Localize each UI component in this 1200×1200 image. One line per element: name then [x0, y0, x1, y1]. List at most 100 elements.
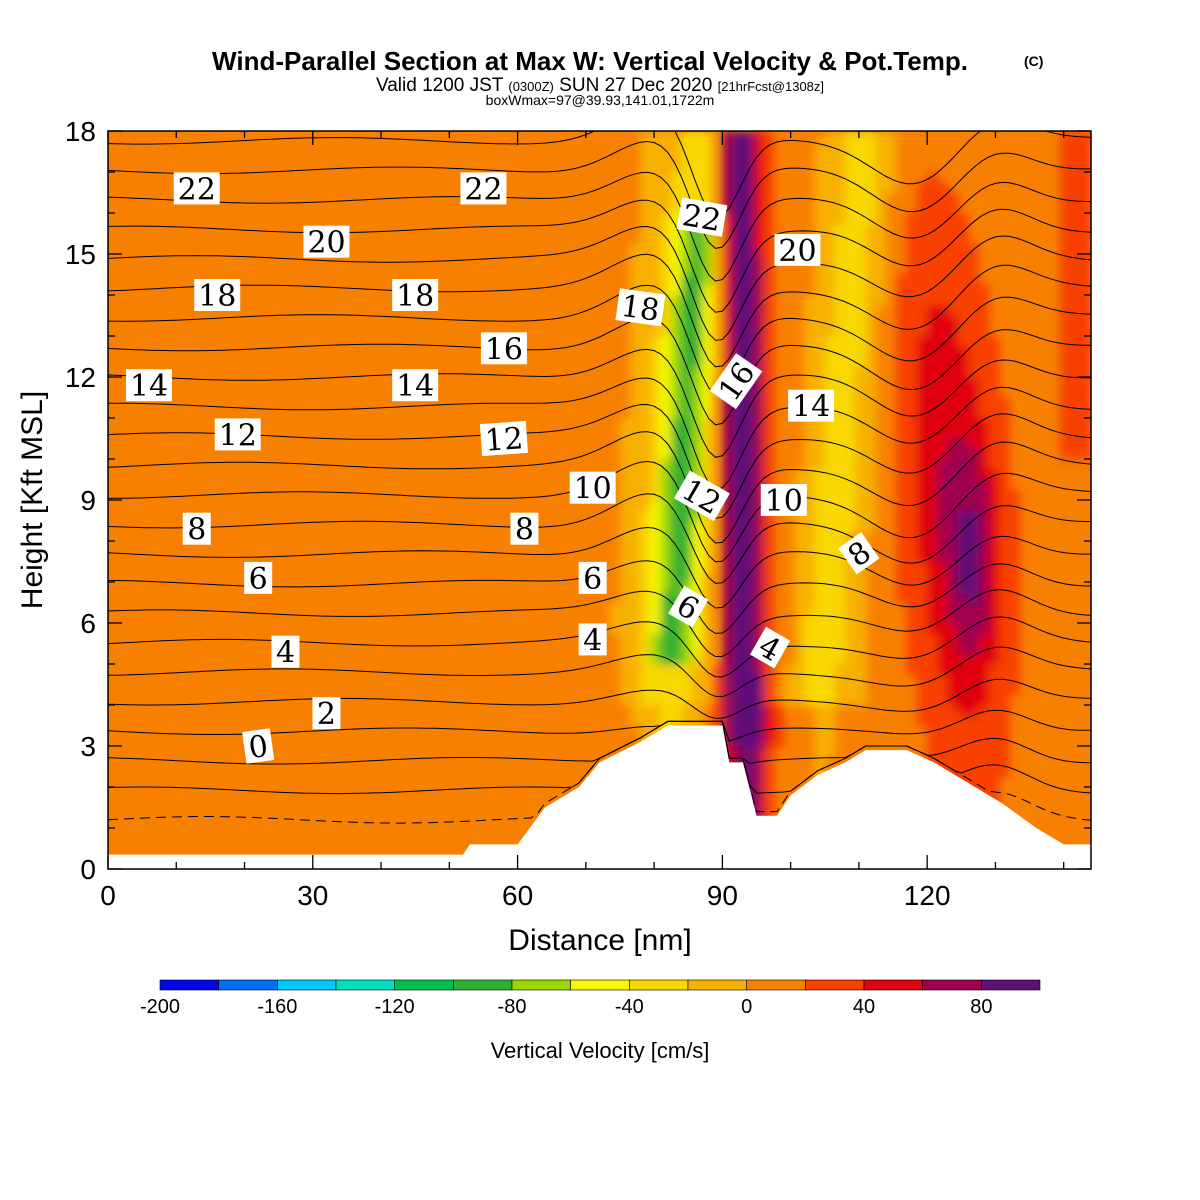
- field-cell: [865, 387, 877, 399]
- field-cell: [814, 459, 826, 470]
- field-cell: [865, 202, 877, 214]
- field-cell: [1070, 264, 1082, 276]
- field-cell: [701, 561, 713, 573]
- field-cell: [763, 715, 775, 727]
- field-cell: [927, 192, 939, 204]
- field-cell: [855, 407, 867, 419]
- field-cell: [835, 141, 846, 153]
- field-cell: [712, 325, 723, 337]
- field-cell: [681, 284, 693, 296]
- field-cell: [712, 305, 723, 317]
- y-axis-label: Height [Kft MSL]: [16, 391, 49, 609]
- field-cell: [906, 223, 918, 235]
- field-cell: [835, 346, 846, 358]
- contour-label-box: [578, 561, 607, 594]
- field-cell: [804, 428, 816, 440]
- field-cell: [988, 459, 1000, 470]
- field-cell: [968, 346, 979, 358]
- field-cell: [1070, 356, 1082, 368]
- field-cell: [927, 479, 939, 491]
- field-cell: [927, 715, 939, 727]
- field-cell: [732, 623, 744, 634]
- field-cell: [701, 284, 713, 296]
- field-cell: [998, 602, 1010, 614]
- field-cell: [968, 469, 979, 481]
- field-cell: [927, 202, 939, 214]
- field-cell: [722, 520, 734, 532]
- field-cell: [978, 541, 990, 552]
- field-cell: [978, 561, 990, 573]
- field-cell: [824, 561, 836, 573]
- field-cell: [660, 541, 672, 552]
- field-cell: [742, 551, 754, 563]
- field-cell: [906, 459, 918, 470]
- field-cell: [957, 715, 969, 727]
- field-cell: [630, 407, 642, 419]
- field-cell: [804, 694, 816, 706]
- field-cell: [722, 254, 734, 265]
- field-cell: [916, 356, 928, 368]
- field-cell: [988, 715, 1000, 727]
- field-cell: [947, 202, 959, 214]
- field-cell: [927, 336, 939, 347]
- field-cell: [968, 561, 979, 573]
- field-cell: [753, 161, 764, 173]
- field-cell: [814, 500, 826, 511]
- field-cell: [824, 541, 836, 552]
- field-cell: [998, 746, 1010, 757]
- field-cell: [865, 469, 877, 481]
- field-cell: [701, 387, 713, 399]
- field-cell: [804, 305, 816, 317]
- field-cell: [671, 172, 683, 183]
- field-cell: [968, 571, 979, 583]
- field-cell: [947, 530, 959, 542]
- field-cell: [957, 746, 969, 757]
- field-cell: [630, 674, 642, 686]
- field-cell: [947, 213, 959, 224]
- field-cell: [927, 489, 939, 501]
- field-cell: [660, 141, 672, 153]
- field-cell: [763, 541, 775, 552]
- field-cell: [855, 684, 867, 696]
- field-cell: [947, 694, 959, 706]
- field-cell: [742, 592, 754, 604]
- field-cell: [865, 264, 877, 276]
- field-cell: [835, 233, 846, 245]
- colorbar-swatch: [746, 979, 806, 991]
- field-cell: [650, 643, 662, 655]
- field-cell: [630, 592, 642, 604]
- field-cell: [814, 274, 826, 286]
- field-cell: [865, 377, 877, 388]
- field-cell: [978, 469, 990, 481]
- field-cell: [681, 541, 693, 552]
- field-cell: [630, 366, 642, 378]
- field-cell: [968, 746, 979, 757]
- field-cell: [865, 418, 877, 429]
- field-cell: [998, 418, 1010, 429]
- field-cell: [753, 520, 764, 532]
- field-cell: [824, 602, 836, 614]
- field-cell: [978, 397, 990, 409]
- field-cell: [927, 530, 939, 542]
- field-cell: [957, 735, 969, 747]
- field-cell: [671, 377, 683, 388]
- field-cell: [916, 705, 928, 716]
- field-cell: [650, 161, 662, 173]
- field-cell: [835, 582, 846, 593]
- field-cell: [937, 653, 949, 665]
- field-cell: [619, 602, 631, 614]
- field-cell: [814, 746, 826, 757]
- contour-label-box: [271, 635, 300, 668]
- field-cell: [681, 141, 693, 153]
- field-cell: [814, 428, 826, 440]
- field-cell: [835, 407, 846, 419]
- field-cell: [896, 407, 908, 419]
- field-cell: [865, 489, 877, 501]
- field-cell: [835, 202, 846, 214]
- field-cell: [855, 233, 867, 245]
- field-cell: [1080, 315, 1091, 327]
- field-cell: [1070, 284, 1082, 296]
- field-cell: [845, 151, 857, 163]
- field-cell: [855, 213, 867, 224]
- field-cell: [671, 233, 683, 245]
